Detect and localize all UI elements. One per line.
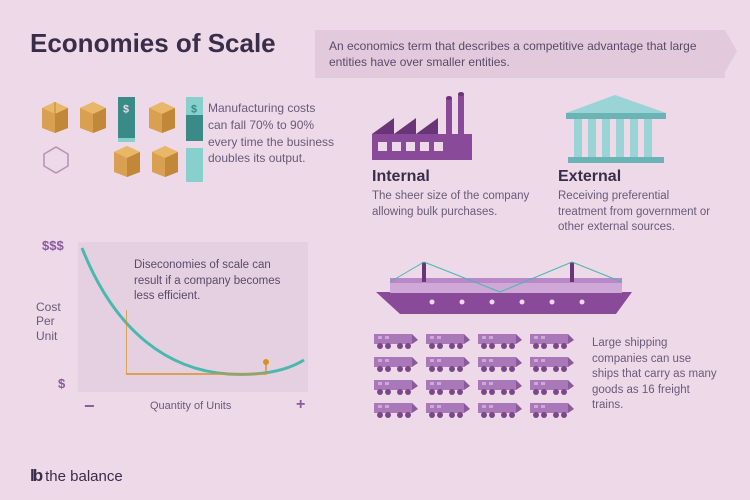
logo-mark: lb	[30, 466, 41, 486]
train-icon	[528, 353, 575, 373]
hexagon-icon	[40, 144, 72, 176]
train-icon	[528, 399, 575, 419]
government-building-icon	[558, 95, 673, 165]
train-icon	[476, 330, 523, 350]
train-icon	[476, 399, 523, 419]
svg-text:$: $	[123, 104, 129, 115]
dollar-icon: $	[188, 103, 200, 115]
train-icon	[372, 399, 419, 419]
box-icon	[148, 144, 182, 178]
train-icon	[424, 330, 471, 350]
box-icon	[110, 144, 144, 178]
train-icon	[424, 399, 471, 419]
subtitle-banner: An economics term that describes a compe…	[315, 30, 725, 78]
train-icon	[424, 353, 471, 373]
y-axis-bot: $	[58, 376, 65, 391]
x-axis-minus: −	[84, 396, 95, 417]
bar-dark	[186, 115, 203, 141]
internal-title: Internal	[372, 168, 532, 186]
external-block: External Receiving preferential treatmen…	[558, 168, 718, 236]
bar-light	[118, 138, 135, 142]
trains-grid	[372, 330, 580, 419]
logo: lb the balance	[30, 466, 123, 486]
train-icon	[424, 376, 471, 396]
diseconomies-callout: Diseconomies of scale can result if a co…	[134, 258, 294, 305]
train-icon	[476, 353, 523, 373]
box-icon	[76, 100, 110, 134]
x-axis-plus: +	[296, 396, 305, 414]
train-icon	[372, 376, 419, 396]
train-icon	[372, 330, 419, 350]
box-icon	[145, 100, 179, 134]
external-text: Receiving preferential treatment from go…	[558, 189, 718, 236]
factory-icon	[372, 92, 482, 162]
left-column: $ $ Manufacturing	[36, 100, 336, 190]
internal-text: The sheer size of the company allowing b…	[372, 189, 532, 220]
y-axis-label: Cost Per Unit	[36, 300, 61, 343]
svg-text:$: $	[191, 104, 197, 115]
y-axis-top: $$$	[42, 238, 64, 253]
logo-text: the balance	[45, 468, 123, 485]
bar-light	[186, 148, 203, 182]
train-icon	[476, 376, 523, 396]
box-icon	[38, 100, 72, 134]
manufacturing-text: Manufacturing costs can fall 70% to 90% …	[208, 100, 338, 167]
cost-curve-chart: $$$ Cost Per Unit $ − + Quantity of Unit…	[36, 218, 326, 428]
shipping-text: Large shipping companies can use ships t…	[592, 336, 720, 414]
train-icon	[528, 330, 575, 350]
train-icon	[372, 353, 419, 373]
internal-block: Internal The sheer size of the company a…	[372, 168, 532, 220]
external-title: External	[558, 168, 718, 186]
train-icon	[528, 376, 575, 396]
dollar-icon: $	[120, 103, 132, 115]
x-axis-label: Quantity of Units	[150, 400, 231, 412]
ship-icon	[372, 258, 637, 318]
